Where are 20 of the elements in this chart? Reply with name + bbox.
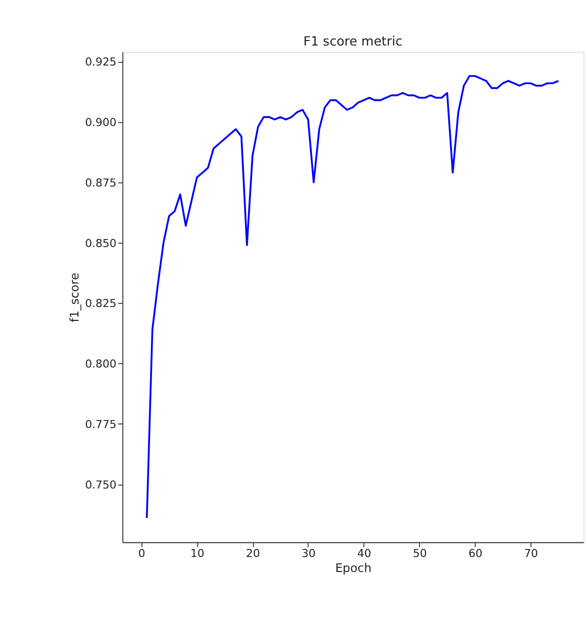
x-tick-label: 30	[302, 547, 316, 560]
line-series	[146, 75, 560, 519]
x-tick-label: 50	[412, 547, 427, 560]
y-tick-label: 0.825	[85, 297, 116, 310]
x-tick-label: 70	[524, 547, 538, 560]
y-tick-label: 0.800	[85, 358, 116, 371]
chart-title: F1 score metric	[303, 34, 402, 50]
x-tick-label: 20	[246, 547, 260, 560]
x-tick-label: 60	[468, 547, 482, 560]
y-tick-label: 0.900	[85, 116, 116, 130]
y-tick-label: 0.850	[85, 236, 116, 250]
x-axis-title: Epoch	[335, 560, 372, 575]
y-tick-label: 0.875	[85, 176, 116, 190]
y-tick-label: 0.775	[85, 418, 116, 431]
y-tick-label: 0.750	[85, 478, 116, 492]
x-tick-label: 10	[190, 547, 204, 560]
x-tick-label: 0	[138, 547, 146, 560]
y-tick-label: 0.925	[85, 56, 116, 69]
x-tick-label: 40	[357, 547, 372, 560]
y-axis-title: f1_score	[68, 272, 82, 322]
